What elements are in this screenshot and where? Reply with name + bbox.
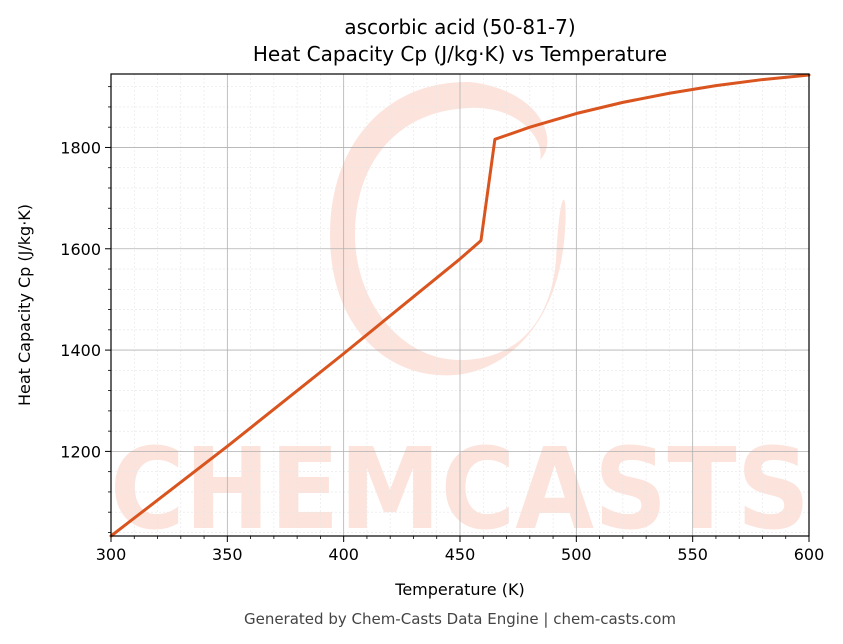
y-tick-label: 1400 — [60, 341, 101, 360]
x-tick-label: 550 — [677, 545, 708, 564]
cp-series-line — [109, 73, 811, 538]
chart-subtitle: Heat Capacity Cp (J/kg·K) vs Temperature — [253, 42, 667, 66]
chart-title: ascorbic acid (50-81-7) — [344, 15, 575, 39]
x-tick-label: 450 — [445, 545, 476, 564]
x-tick-labels: 300 350 400 450 500 550 600 — [96, 545, 825, 564]
footer-credit: Generated by Chem-Casts Data Engine | ch… — [244, 610, 676, 628]
y-tick-label: 1800 — [60, 138, 101, 157]
x-axis-label: Temperature (K) — [394, 580, 524, 599]
x-tick-label: 300 — [96, 545, 127, 564]
y-tick-label: 1600 — [60, 240, 101, 259]
x-tick-label: 500 — [561, 545, 592, 564]
axis-ticks — [105, 86, 810, 542]
x-tick-label: 350 — [212, 545, 243, 564]
x-tick-label: 400 — [328, 545, 359, 564]
x-tick-label: 600 — [794, 545, 825, 564]
plot-area — [109, 73, 811, 538]
y-tick-label: 1200 — [60, 442, 101, 461]
y-tick-labels: 1200 1400 1600 1800 — [60, 138, 101, 461]
y-axis-label: Heat Capacity Cp (J/kg·K) — [15, 204, 34, 406]
